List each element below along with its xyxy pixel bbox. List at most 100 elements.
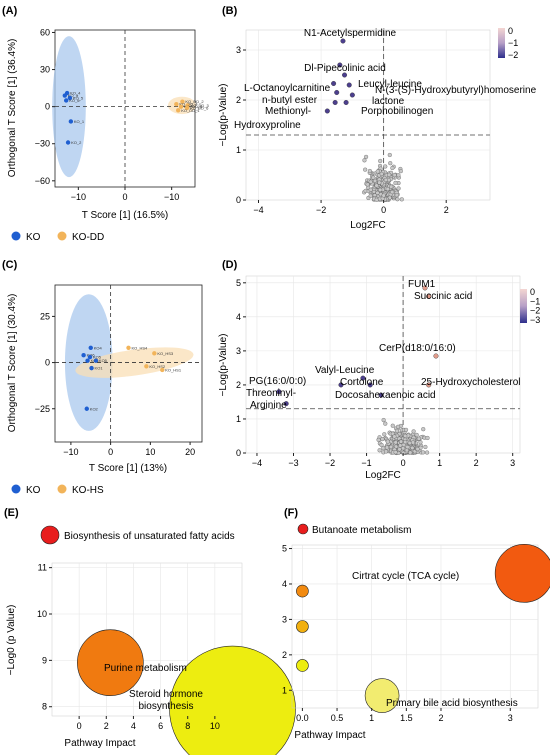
sample-point <box>93 358 99 363</box>
y-tick-label: 4 <box>236 312 241 322</box>
metabolite-label: CerP(d18:0/16:0) <box>379 343 456 354</box>
metabolite-point <box>405 444 410 450</box>
sample-label: KO_5 <box>73 95 84 100</box>
sample-label: KO_1 <box>74 119 85 124</box>
y-tick-label: 3 <box>236 346 241 356</box>
sample-point <box>174 101 179 107</box>
highlighted-metabolite-point <box>360 375 366 381</box>
panel-d-label: (D) <box>222 259 238 271</box>
panel-e-label: (E) <box>4 507 19 519</box>
metabolite-point <box>368 179 373 184</box>
metabolite-point <box>365 182 370 187</box>
metabolite-label: Arginine <box>250 400 287 411</box>
metabolite-point <box>398 443 403 448</box>
colorbar-tick-label: −1 <box>530 296 540 306</box>
legend-ko-c-marker <box>11 484 21 494</box>
sample-label: KO_4 <box>70 91 81 96</box>
y-tick-label: −25 <box>35 404 50 414</box>
pathway-bubble <box>494 544 550 603</box>
metabolite-point <box>411 429 416 434</box>
colorbar-tick-label: −1 <box>508 38 518 48</box>
panel-f-plot-area <box>291 544 539 709</box>
highlighted-metabolite-point <box>276 389 282 395</box>
colorbar-tick-label: 0 <box>508 26 513 36</box>
x-tick-label: −10 <box>164 192 179 202</box>
colorbar <box>520 289 527 323</box>
metabolite-point <box>403 439 408 445</box>
sample-label: KO_HS3 <box>157 351 174 356</box>
panel-c-xlabel: T Score [1] (13%) <box>89 463 167 474</box>
metabolite-point <box>363 167 368 172</box>
metabolite-point <box>381 193 386 198</box>
y-tick-label: 11 <box>38 563 47 573</box>
panel-d-xlabel: Log2FC <box>365 470 401 481</box>
metabolite-label: Cortolone <box>340 377 384 388</box>
metabolite-point <box>425 435 430 441</box>
x-tick-label: 0 <box>401 458 406 468</box>
legend-bubble-e-label: Biosynthesis of unsaturated fatty acids <box>64 531 235 542</box>
metabolite-point <box>424 450 430 455</box>
colorbar <box>498 28 505 58</box>
x-tick-label: 0.0 <box>296 713 309 723</box>
sample-label: KO_DD_2 <box>185 99 204 104</box>
colorbar-tick-label: −3 <box>530 315 540 325</box>
metabolite-point <box>388 161 393 166</box>
sample-label: KO_HS4 <box>132 345 149 350</box>
sample-point <box>85 358 90 363</box>
legend-ko-hs-marker <box>57 484 67 494</box>
sample-point <box>88 345 93 350</box>
highlighted-metabolite-point <box>342 72 348 78</box>
pathway-bubble <box>169 645 296 755</box>
sample-point <box>126 345 131 350</box>
x-tick-label: 1 <box>369 713 374 723</box>
metabolite-label: N1-Acetylspermidine <box>304 28 397 39</box>
metabolite-point <box>388 444 394 450</box>
metabolite-point <box>387 172 392 177</box>
panel-b-ylabel: −Log(p-Value) <box>218 84 229 147</box>
metabolite-point <box>397 447 402 452</box>
metabolite-point <box>418 440 423 445</box>
legend-ko-dd-marker <box>57 231 67 241</box>
metabolite-point <box>371 175 376 180</box>
metabolite-point <box>383 164 388 169</box>
metabolite-point <box>416 436 421 441</box>
metabolite-point <box>395 424 401 429</box>
y-tick-label: 3 <box>282 614 287 624</box>
metabolite-point <box>398 169 403 174</box>
metabolite-point <box>377 448 382 453</box>
metabolite-point <box>408 450 413 455</box>
y-tick-label: 2 <box>236 95 241 105</box>
y-tick-label: 0 <box>45 358 50 368</box>
highlighted-metabolite-point <box>332 99 338 105</box>
metabolite-point <box>396 173 401 178</box>
sample-label: KO4 <box>94 345 103 350</box>
panel-a-xlabel: T Score [1] (16.5%) <box>82 210 169 221</box>
x-tick-label: 3 <box>510 458 515 468</box>
y-tick-label: 2 <box>236 380 241 390</box>
pathway-label: Purine metabolism <box>104 663 187 674</box>
metabolite-point <box>376 437 381 442</box>
metabolite-point <box>410 440 416 445</box>
metabolite-point <box>393 440 398 445</box>
legend-bubble-e <box>40 525 60 545</box>
legend-bubble-f-label: Butanoate metabolism <box>312 525 412 536</box>
pathway-bubble <box>296 584 309 598</box>
y-tick-label: 4 <box>282 579 287 589</box>
sample-label: KO_DD_1 <box>181 108 200 113</box>
metabolite-label: FUM1 <box>408 279 436 290</box>
sample-point <box>184 105 190 111</box>
sample-label: KO5 <box>99 358 108 363</box>
highlighted-metabolite-point <box>422 285 428 291</box>
highlighted-metabolite-point <box>334 89 340 95</box>
metabolite-point <box>364 154 369 159</box>
metabolite-point <box>393 450 398 455</box>
y-tick-label: 30 <box>40 65 50 75</box>
panel-a: (A) KO_4KO_3KO_5KO_6KO_1KO_2KO_DD_2KO_DD… <box>2 5 210 243</box>
sample-point <box>84 406 89 411</box>
sample-point <box>68 119 74 124</box>
metabolite-point <box>368 193 373 198</box>
highlighted-metabolite-point <box>337 62 343 68</box>
sample-label: KO5 <box>93 355 102 360</box>
metabolite-label: Hydroxyproline <box>234 120 301 131</box>
highlighted-metabolite-point <box>338 382 344 388</box>
